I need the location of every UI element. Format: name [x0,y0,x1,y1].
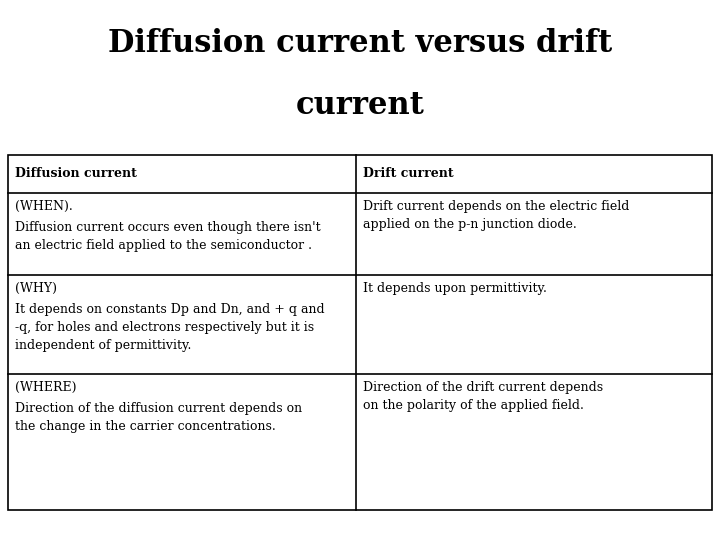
Text: Direction of the diffusion current depends on
the change in the carrier concentr: Direction of the diffusion current depen… [15,402,302,433]
Text: Direction of the drift current depends
on the polarity of the applied field.: Direction of the drift current depends o… [364,381,603,412]
Text: It depends on constants Dp and Dn, and + q and
-q, for holes and electrons respe: It depends on constants Dp and Dn, and +… [15,302,325,352]
Text: It depends upon permittivity.: It depends upon permittivity. [364,282,547,295]
Text: Diffusion current occurs even though there isn't
an electric field applied to th: Diffusion current occurs even though the… [15,221,320,252]
Text: Drift current depends on the electric field
applied on the p-n junction diode.: Drift current depends on the electric fi… [364,200,630,231]
Text: Drift current: Drift current [364,167,454,180]
Text: (WHEN).: (WHEN). [15,200,73,213]
Text: (WHY): (WHY) [15,282,57,295]
Text: current: current [296,90,424,121]
Text: (WHERE): (WHERE) [15,381,76,394]
Text: Diffusion current versus drift: Diffusion current versus drift [108,28,612,59]
Bar [8,155,712,510]
Text: Diffusion current: Diffusion current [15,167,137,180]
